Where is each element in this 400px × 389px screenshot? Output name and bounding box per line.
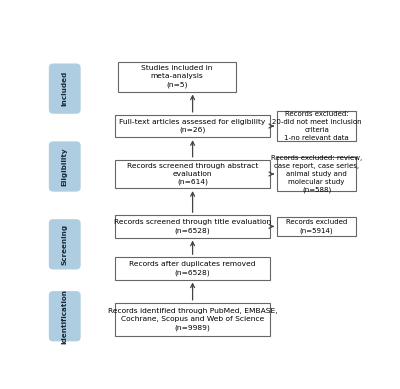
Text: Records after duplicates removed
(n=6528): Records after duplicates removed (n=6528… — [129, 261, 256, 275]
Text: Records screened through title evaluation
(n=6528): Records screened through title evaluatio… — [114, 219, 271, 234]
FancyBboxPatch shape — [115, 257, 270, 280]
FancyBboxPatch shape — [118, 62, 236, 92]
Text: Records screened through abstract
evaluation
(n=614): Records screened through abstract evalua… — [127, 163, 258, 185]
FancyBboxPatch shape — [115, 215, 270, 238]
FancyBboxPatch shape — [49, 64, 80, 113]
Text: Included: Included — [62, 71, 68, 106]
Text: Full-text articles assessed for eligibility
(n=26): Full-text articles assessed for eligibil… — [120, 119, 266, 133]
FancyBboxPatch shape — [277, 217, 356, 236]
Text: Eligibility: Eligibility — [62, 147, 68, 186]
Text: Records identified through PubMed, EMBASE,
Cochrane, Scopus and Web of Science
(: Records identified through PubMed, EMBAS… — [108, 308, 278, 331]
Text: Records excluded:
20-did not meet inclusion
criteria
1-no relevant data: Records excluded: 20-did not meet inclus… — [272, 111, 362, 141]
FancyBboxPatch shape — [49, 220, 80, 269]
Text: Records excluded
(n=5914): Records excluded (n=5914) — [286, 219, 347, 234]
FancyBboxPatch shape — [115, 160, 270, 188]
FancyBboxPatch shape — [115, 303, 270, 336]
FancyBboxPatch shape — [49, 292, 80, 341]
Text: Identification: Identification — [62, 289, 68, 344]
Text: Studies included in
meta-analysis
(n=5): Studies included in meta-analysis (n=5) — [141, 65, 213, 88]
Text: Records excluded: review,
case report, case series,
animal study and
molecular s: Records excluded: review, case report, c… — [271, 155, 362, 193]
FancyBboxPatch shape — [277, 111, 356, 141]
FancyBboxPatch shape — [49, 142, 80, 191]
FancyBboxPatch shape — [115, 115, 270, 137]
Text: Screening: Screening — [62, 224, 68, 265]
FancyBboxPatch shape — [277, 157, 356, 191]
